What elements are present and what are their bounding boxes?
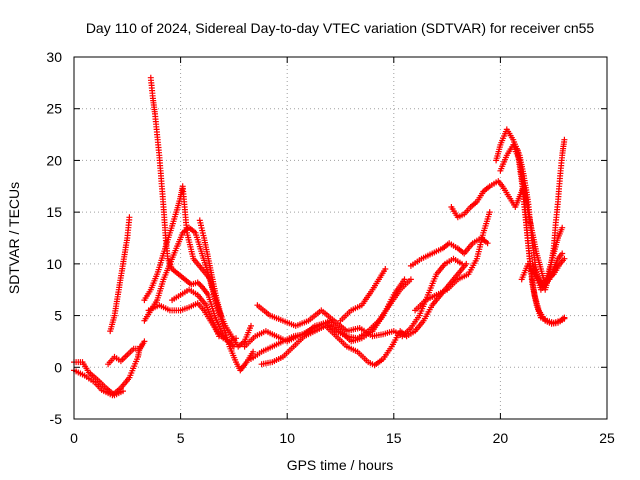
series-track-15	[337, 266, 389, 324]
y-tick-label: 10	[46, 256, 62, 272]
y-tick-label: 20	[46, 152, 62, 168]
y-tick-label: 5	[54, 308, 62, 324]
plus-markers	[529, 136, 568, 293]
x-tick-label: 20	[493, 430, 509, 446]
chart-title: Day 110 of 2024, Sidereal Day-to-day VTE…	[86, 20, 595, 36]
series-track-22	[529, 136, 568, 293]
y-tick-label: -5	[50, 411, 63, 427]
series-track-7	[147, 74, 237, 350]
x-tick-label: 10	[279, 430, 295, 446]
series-track-10	[196, 217, 225, 319]
plus-markers	[518, 255, 568, 288]
plus-markers	[514, 147, 568, 327]
grid-lines	[74, 57, 607, 419]
series-track-5	[141, 224, 254, 350]
x-axis-label: GPS time / hours	[287, 457, 394, 473]
series-track-21	[514, 147, 568, 327]
y-tick-label: 30	[46, 49, 62, 65]
x-tick-label: 5	[177, 430, 185, 446]
data-markers	[71, 74, 568, 399]
y-axis-label: SDTVAR / TECUs	[6, 182, 22, 294]
plus-markers	[141, 224, 254, 350]
plus-markers	[169, 286, 222, 340]
plus-markers	[107, 214, 133, 335]
plus-markers	[337, 266, 389, 324]
plus-markers	[105, 338, 148, 368]
plus-markers	[147, 74, 237, 350]
plus-markers	[412, 209, 493, 314]
series-track-9	[169, 286, 222, 340]
y-tick-label: 25	[46, 101, 62, 117]
series-track-17	[412, 209, 493, 314]
y-tick-label: 15	[46, 204, 62, 220]
x-tick-label: 15	[386, 430, 402, 446]
y-tick-label: 0	[54, 359, 62, 375]
series-track-3	[105, 338, 148, 368]
series-track-4	[107, 214, 133, 335]
plus-markers	[196, 217, 225, 319]
series-track-23	[518, 255, 568, 288]
plot-frame	[73, 56, 608, 420]
x-tick-label: 25	[599, 430, 615, 446]
x-tick-label: 0	[70, 430, 78, 446]
